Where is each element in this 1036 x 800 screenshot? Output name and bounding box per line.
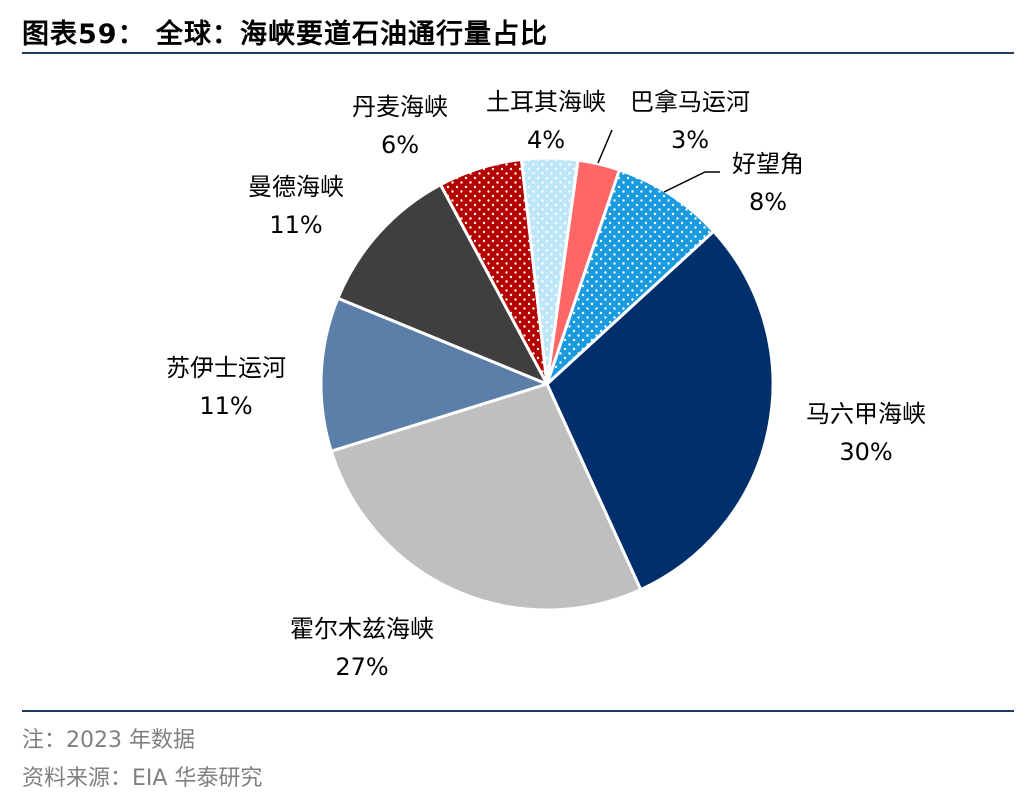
slice-value-label: 6% (381, 131, 419, 159)
slice-name-label: 马六甲海峡 (806, 400, 926, 428)
slice-value-label: 8% (749, 188, 787, 216)
footer-note: 注：2023 年数据 (22, 728, 195, 753)
slice-name-label: 曼德海峡 (248, 173, 344, 201)
pie-slices (319, 156, 775, 612)
footer-source: 资料来源：EIA 华泰研究 (22, 766, 263, 791)
slice-name-label: 土耳其海峡 (486, 88, 606, 116)
slice-value-label: 11% (269, 211, 322, 239)
leader-line (597, 129, 613, 164)
title-bar: 图表59： 全球：海峡要道石油通行量占比 (22, 10, 1014, 52)
pie-slice-2 (319, 296, 549, 453)
slice-value-label: 3% (671, 126, 709, 154)
slice-value-label: 27% (335, 653, 388, 681)
pie-slice-0 (545, 229, 775, 592)
slice-value-label: 4% (527, 126, 565, 154)
footer-divider (22, 710, 1014, 712)
pie-slice-3 (336, 183, 549, 386)
leader-line (663, 171, 720, 193)
pie-slice-1 (329, 382, 643, 612)
page-title: 图表59： 全球：海峡要道石油通行量占比 (22, 19, 548, 50)
leader-lines (597, 129, 720, 193)
slice-name-label: 丹麦海峡 (352, 93, 448, 121)
pie-slice-7 (545, 168, 716, 386)
slice-value-label: 11% (199, 392, 252, 420)
slice-value-label: 30% (839, 438, 892, 466)
slice-name-label: 巴拿马运河 (630, 88, 750, 116)
slice-name-label: 苏伊士运河 (166, 354, 286, 382)
slice-labels: 马六甲海峡 30% 霍尔木兹海峡 27% 苏伊士运河 11% 曼德海峡 11% 丹麦海峡 6% 土耳… (166, 88, 926, 681)
title-divider (22, 52, 1014, 54)
slice-name-label: 霍尔木兹海峡 (290, 615, 434, 643)
slice-name-label: 好望角 (732, 150, 804, 178)
